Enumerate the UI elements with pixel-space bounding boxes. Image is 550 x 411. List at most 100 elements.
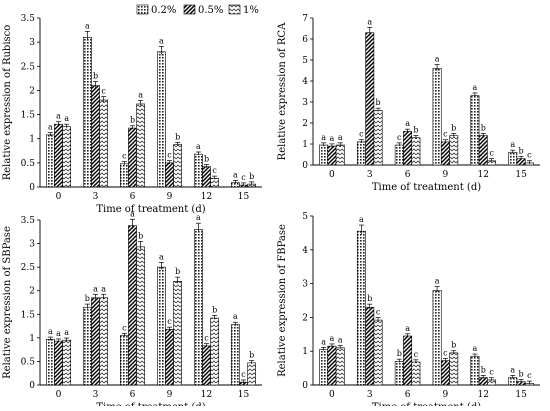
significance-letter: b xyxy=(138,231,143,240)
bar xyxy=(411,137,421,166)
y-tick-label: 1 xyxy=(302,347,308,357)
significance-letter: b xyxy=(413,126,418,135)
significance-letter: a xyxy=(321,133,326,142)
bar xyxy=(193,153,203,188)
y-tick-label: 4 xyxy=(302,246,308,256)
bar xyxy=(470,355,480,386)
x-tick-label: 9 xyxy=(167,390,173,400)
bar xyxy=(165,162,174,188)
significance-letter: c xyxy=(204,334,209,343)
significance-letter: c xyxy=(414,350,419,359)
y-tick-label: 2 xyxy=(302,119,308,129)
significance-letter: b xyxy=(130,116,135,125)
bar xyxy=(128,225,137,386)
bar xyxy=(365,32,375,166)
bar xyxy=(210,178,220,188)
x-tick-label: 3 xyxy=(93,390,99,400)
significance-letter: b xyxy=(397,349,402,358)
bar xyxy=(335,347,345,386)
significance-letter: b xyxy=(93,72,98,81)
significance-letter: a xyxy=(48,123,53,132)
significance-letter: a xyxy=(330,334,335,343)
significance-letter: c xyxy=(443,348,448,357)
x-tick-label: 6 xyxy=(405,390,411,400)
x-axis-title: Time of treatment (d) xyxy=(372,402,481,406)
x-tick-label: 15 xyxy=(238,192,250,202)
bar xyxy=(319,349,329,386)
y-tick-label: 4 xyxy=(302,77,308,87)
significance-letter: c xyxy=(122,323,127,332)
bar xyxy=(193,229,203,386)
significance-letter: c xyxy=(167,317,172,326)
significance-letter: b xyxy=(519,147,524,156)
x-tick-label: 3 xyxy=(367,390,373,400)
significance-letter: a xyxy=(101,284,106,293)
x-tick-label: 0 xyxy=(56,192,62,202)
significance-letter: a xyxy=(48,327,53,336)
y-axis-title: Relative expression of FBPase xyxy=(277,224,288,377)
y-axis-title: Relative expression of RCA xyxy=(277,22,288,160)
x-axis-title: Time of treatment (d) xyxy=(96,402,205,406)
y-tick-label: 2 xyxy=(29,86,35,96)
bar xyxy=(432,68,442,166)
y-axis-title: Relative expression of Rubisco xyxy=(2,25,13,181)
significance-letter: b xyxy=(175,132,180,141)
bar xyxy=(356,141,366,166)
bar xyxy=(508,152,518,166)
significance-letter: a xyxy=(338,133,343,142)
significance-letter: c xyxy=(101,87,106,96)
x-tick-label: 15 xyxy=(238,390,250,400)
bar xyxy=(335,144,345,166)
bar xyxy=(411,361,421,386)
bar xyxy=(173,280,183,386)
significance-letter: a xyxy=(405,119,410,128)
significance-letter: b xyxy=(85,294,90,303)
significance-letter: a xyxy=(130,209,135,218)
significance-letter: a xyxy=(233,170,238,179)
significance-letter: a xyxy=(435,277,440,286)
significance-letter: a xyxy=(510,140,515,149)
x-tick-label: 0 xyxy=(329,170,335,180)
significance-letter: a xyxy=(85,21,90,30)
significance-letter: a xyxy=(159,252,164,261)
bar xyxy=(449,135,459,166)
bar xyxy=(478,135,488,166)
y-tick-label: 1.5 xyxy=(21,310,36,320)
significance-letter: c xyxy=(397,133,402,142)
significance-letter: c xyxy=(489,149,494,158)
significance-letter: b xyxy=(481,123,486,132)
bar xyxy=(45,134,55,188)
x-tick-label: 6 xyxy=(130,192,136,202)
bar xyxy=(165,329,174,386)
x-tick-label: 15 xyxy=(515,170,527,180)
bar xyxy=(136,246,146,386)
bar xyxy=(508,377,518,386)
significance-letter: a xyxy=(405,324,410,333)
significance-letter: b xyxy=(249,172,254,181)
x-tick-label: 12 xyxy=(201,192,212,202)
significance-letter: a xyxy=(338,336,343,345)
x-tick-label: 6 xyxy=(130,390,136,400)
significance-letter: b xyxy=(451,341,456,350)
significance-letter: c xyxy=(489,368,494,377)
bar xyxy=(82,306,92,386)
y-tick-label: 3 xyxy=(29,38,35,48)
significance-letter: b xyxy=(376,98,381,107)
significance-letter: c xyxy=(359,130,364,139)
bar xyxy=(230,324,240,386)
significance-letter: a xyxy=(367,17,372,26)
significance-letter: b xyxy=(367,294,372,303)
y-tick-label: 1 xyxy=(302,140,308,150)
bar xyxy=(432,290,442,386)
bar xyxy=(99,99,109,188)
legend-swatch-1 xyxy=(183,4,196,15)
legend-label-2: 1% xyxy=(243,5,259,16)
bar xyxy=(119,163,129,188)
x-tick-label: 0 xyxy=(56,390,62,400)
bar xyxy=(373,319,383,386)
significance-letter: a xyxy=(56,329,61,338)
bar xyxy=(202,166,211,188)
